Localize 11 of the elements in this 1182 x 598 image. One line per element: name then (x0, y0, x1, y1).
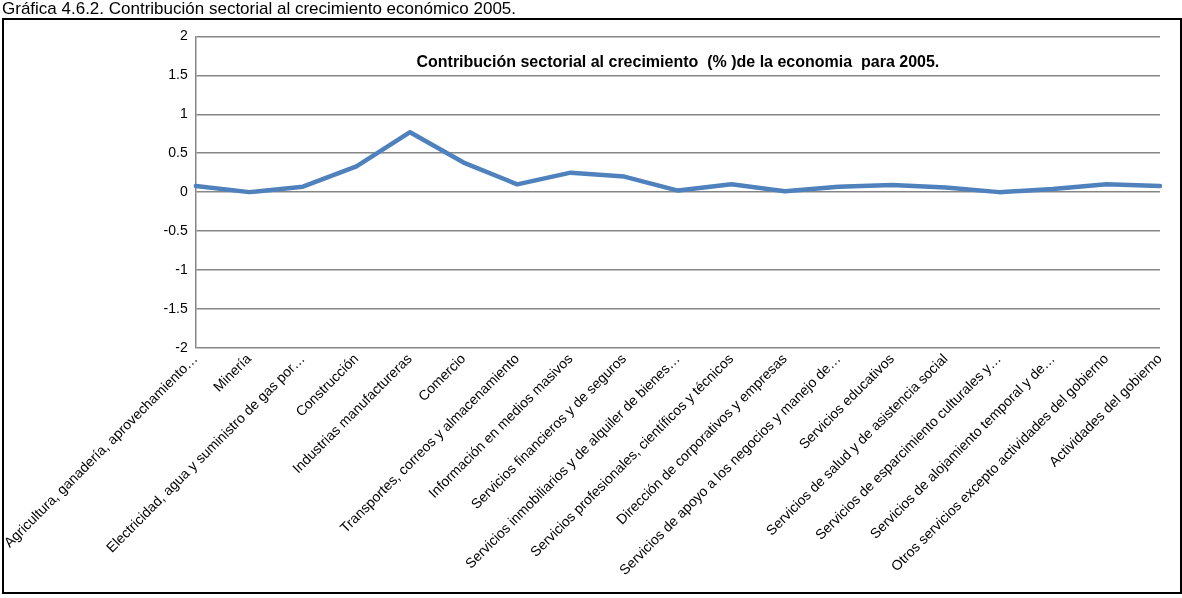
y-tick-label: 2 (179, 27, 188, 44)
text: Gráfica 4.6.2. Contribución sectorial al crecimiento económico 2005. (1, 0, 518, 18)
y-tick-label: 1 (179, 105, 188, 122)
y-tick-label: -0.5 (163, 221, 188, 238)
y-tick-label: -1.5 (163, 299, 188, 316)
y-tick-label: 0 (179, 182, 188, 199)
text: Contribución sectorial al crecimiento (% )de la economia para 2005. (416, 52, 940, 70)
y-tick-label: -1 (175, 260, 188, 277)
y-tick-label: -2 (175, 338, 188, 355)
y-tick-label: 1.5 (168, 66, 188, 83)
y-tick-label: 0.5 (168, 144, 188, 161)
